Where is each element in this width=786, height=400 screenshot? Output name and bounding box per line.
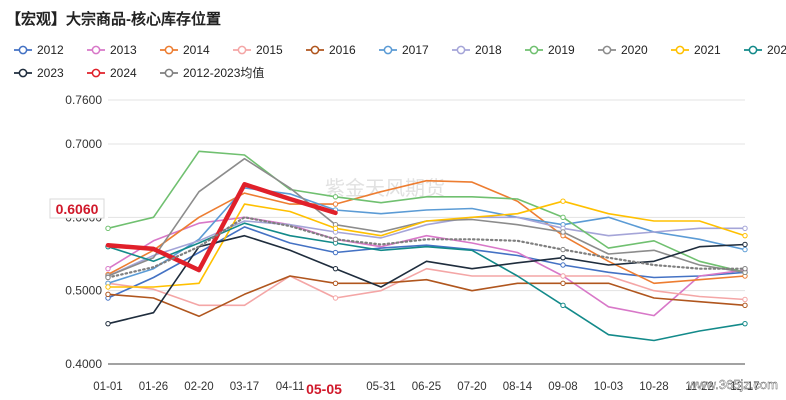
data-point-2012 — [560, 262, 566, 268]
legend-marker-2022 — [748, 45, 758, 55]
legend-marker-2013 — [91, 45, 101, 55]
data-point-2023 — [105, 320, 111, 327]
site-watermark: www.365jz.com — [687, 377, 778, 392]
x-tick-label: 07-20 — [457, 381, 486, 393]
data-point-2019 — [560, 214, 566, 221]
legend-label-2015: 2015 — [256, 43, 283, 57]
current-date-callout: 05-05 — [306, 381, 342, 397]
data-point-2021 — [742, 232, 748, 239]
legend-label-2020: 2020 — [621, 43, 648, 57]
legend-label-2019: 2019 — [548, 43, 575, 57]
data-point-avg — [105, 274, 111, 281]
x-tick-label: 10-03 — [594, 381, 623, 393]
legend-marker-2012 — [18, 45, 28, 55]
legend-label-2013: 2013 — [110, 43, 137, 57]
series-line-2017 — [107, 187, 746, 285]
series-line-2014 — [107, 179, 746, 285]
series-line-2021 — [107, 200, 746, 288]
y-tick-label: 0.4000 — [65, 357, 102, 371]
series-line-2019 — [107, 150, 746, 274]
x-tick-label: 01-26 — [139, 381, 168, 393]
legend-marker-2020 — [602, 45, 612, 55]
data-point-2021 — [332, 225, 339, 232]
x-tick-label: 12-17 — [730, 381, 759, 393]
x-tick-label: 09-08 — [548, 381, 577, 393]
y-tick-label: 0.7600 — [65, 93, 102, 107]
data-point-2015 — [332, 295, 339, 301]
current-value-callout: 0.6060 — [56, 201, 99, 217]
data-point-avg — [560, 246, 566, 253]
data-point-2023 — [332, 265, 339, 272]
chart-title: 【宏观】大宗商品-核心库存位置 — [6, 11, 221, 28]
legend-marker-2023 — [18, 68, 28, 78]
data-point-2014 — [332, 201, 339, 207]
data-point-2016 — [742, 302, 748, 309]
grid-lines — [108, 99, 745, 292]
legend-label-2014: 2014 — [183, 43, 210, 57]
data-point-2016 — [332, 280, 339, 287]
legend-label-2017: 2017 — [402, 43, 429, 57]
legend-marker-avg — [164, 68, 174, 78]
legend: 2012 2013 2014 2015 2016 2017 2018 2019 2020 2021… — [14, 43, 786, 80]
data-point-2023 — [560, 254, 566, 261]
x-tick-label: 01-01 — [93, 381, 122, 393]
data-point-2019 — [105, 225, 111, 232]
legend-label-avg: 2012-2023均值 — [183, 65, 264, 80]
x-tick-label: 11-22 — [685, 381, 714, 393]
legend-marker-2018 — [456, 45, 466, 55]
legend-marker-2021 — [675, 45, 685, 55]
legend-label-2012: 2012 — [37, 43, 64, 57]
data-point-2013 — [105, 265, 111, 272]
series-line-avg — [106, 216, 747, 279]
x-axis-ticks: 01-01 01-26 02-20 03-17 04-11 05-31 06-25 07-20… — [93, 381, 759, 393]
data-point-avg — [332, 236, 339, 243]
x-tick-label: 06-25 — [412, 381, 441, 393]
data-point-2021 — [105, 284, 111, 290]
legend-label-2023: 2023 — [37, 66, 64, 80]
x-tick-label: 02-20 — [184, 381, 213, 393]
legend-marker-2017 — [383, 45, 393, 55]
data-point-2020 — [560, 229, 566, 235]
legend-marker-2014 — [164, 45, 174, 55]
legend-marker-2016 — [310, 45, 320, 55]
series-line-2024 — [105, 182, 338, 273]
series-line-2015 — [107, 267, 746, 307]
data-point-2016 — [560, 280, 566, 287]
x-tick-label: 04-11 — [276, 381, 305, 393]
data-point-2023 — [742, 241, 748, 248]
data-point-2016 — [105, 291, 111, 298]
x-tick-label: 03-17 — [230, 381, 259, 393]
callouts: 0.6060 05-05 — [49, 198, 342, 397]
y-tick-label: 0.5000 — [65, 284, 102, 298]
data-point-2022 — [560, 302, 566, 309]
legend-label-2024: 2024 — [110, 66, 137, 80]
series-lines — [105, 150, 748, 342]
data-point-2015 — [560, 273, 566, 279]
legend-label-2016: 2016 — [329, 43, 356, 57]
x-tick-label: 08-14 — [503, 381, 533, 393]
legend-marker-2024 — [91, 68, 101, 78]
legend-marker-2019 — [529, 45, 539, 55]
data-point-2021 — [560, 198, 566, 204]
legend-label-2021: 2021 — [694, 43, 721, 57]
series-line-2016 — [107, 275, 746, 318]
current-value-callout-box — [49, 198, 105, 219]
legend-label-2018: 2018 — [475, 43, 502, 57]
data-point-2018 — [742, 225, 748, 232]
data-point-2015 — [742, 296, 748, 303]
y-tick-label: 0.7000 — [65, 137, 102, 151]
legend-marker-2015 — [237, 45, 247, 55]
data-point-2019 — [332, 194, 339, 200]
series-line-2018 — [107, 216, 746, 277]
data-point-avg — [742, 265, 748, 272]
data-point-2017 — [742, 246, 748, 253]
x-tick-label: 10-28 — [639, 381, 668, 393]
x-tick-label: 05-31 — [366, 381, 395, 393]
data-point-2022 — [742, 320, 748, 327]
data-point-2012 — [332, 249, 339, 256]
